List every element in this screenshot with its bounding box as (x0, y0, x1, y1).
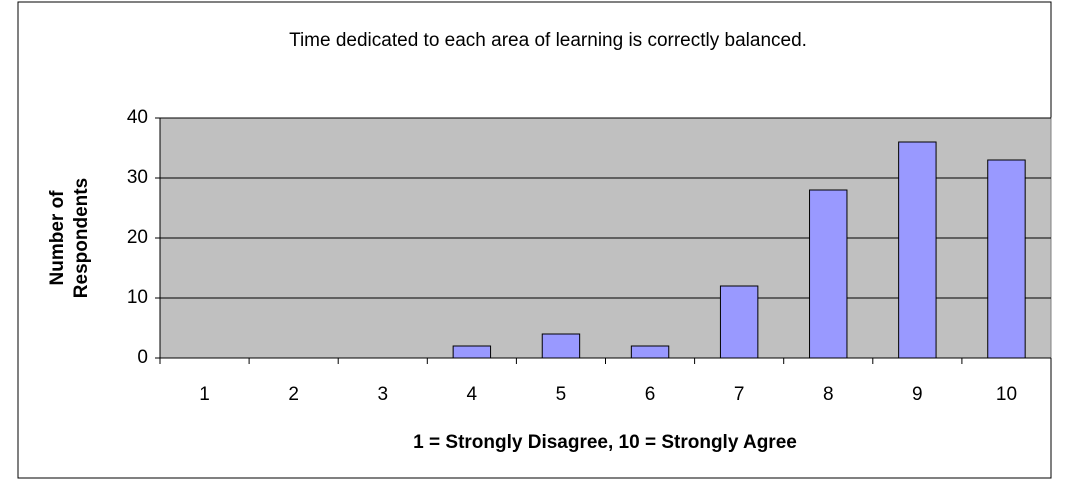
x-tick-label: 10 (996, 384, 1017, 405)
bar (630, 345, 670, 359)
x-tick-label: 9 (912, 384, 923, 405)
bar (809, 189, 848, 359)
x-axis-label: 1 = Strongly Disagree, 10 = Strongly Agr… (413, 432, 797, 453)
x-tick-label: 8 (823, 384, 834, 405)
bar (541, 333, 581, 359)
x-tick-label: 4 (467, 384, 478, 405)
y-tick-label: 40 (127, 107, 148, 128)
y-tick-label: 10 (127, 287, 148, 308)
y-tick-label: 30 (127, 167, 148, 188)
x-tick-label: 3 (377, 384, 388, 405)
y-tick-label: 20 (127, 227, 148, 248)
x-tick-label: 5 (556, 384, 567, 405)
bar (452, 345, 492, 359)
x-tick-label: 2 (288, 384, 299, 405)
bar (987, 159, 1026, 359)
chart-title: Time dedicated to each area of learning … (289, 30, 807, 51)
y-tick-label: 0 (137, 347, 148, 368)
x-tick-label: 6 (645, 384, 656, 405)
bar (719, 285, 759, 359)
x-tick-label: 7 (734, 384, 745, 405)
y-axis-label: Number of Respondents (47, 177, 92, 299)
bar (898, 141, 937, 359)
x-tick-label: 1 (199, 384, 210, 405)
